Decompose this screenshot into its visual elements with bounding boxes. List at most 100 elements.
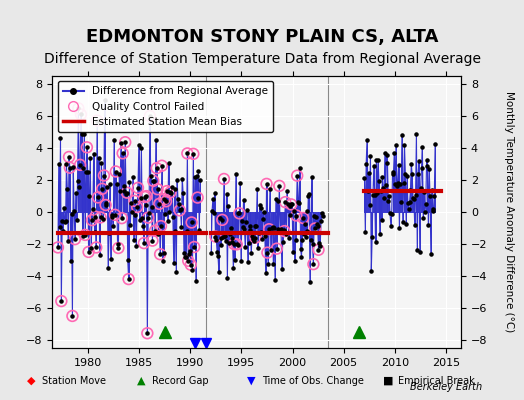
Point <box>122 191 130 197</box>
Point <box>181 254 189 260</box>
Point <box>250 222 259 229</box>
Point <box>192 278 200 284</box>
Point <box>427 251 435 257</box>
Point <box>131 212 139 218</box>
Point <box>314 247 323 253</box>
Point <box>372 239 380 245</box>
Point <box>421 209 429 216</box>
Point <box>88 217 96 223</box>
Point <box>285 234 293 241</box>
Point <box>249 238 258 244</box>
Point <box>422 201 430 207</box>
Point <box>232 170 240 177</box>
Point <box>83 168 92 175</box>
Point <box>249 236 257 242</box>
Point <box>215 268 223 275</box>
Point <box>124 276 133 282</box>
Point <box>129 174 137 180</box>
Point <box>306 279 314 285</box>
Point <box>157 223 165 229</box>
Text: Station Move: Station Move <box>42 376 106 386</box>
Point <box>242 219 250 226</box>
Point <box>212 237 221 243</box>
Point <box>57 298 66 304</box>
Point <box>154 231 162 238</box>
Point <box>104 265 112 272</box>
Point <box>84 249 93 255</box>
Point <box>292 212 301 219</box>
Point <box>188 219 196 226</box>
Point <box>118 150 127 156</box>
Point <box>162 198 170 204</box>
Point <box>381 150 389 156</box>
Point <box>395 225 403 231</box>
Point <box>69 164 78 170</box>
Point <box>383 160 391 166</box>
Point <box>222 191 231 198</box>
Point <box>214 253 222 260</box>
Point <box>136 195 145 202</box>
Point <box>297 246 305 252</box>
Point <box>91 213 100 220</box>
Point <box>246 222 255 229</box>
Point <box>411 192 420 199</box>
Point <box>166 189 174 196</box>
Point <box>95 252 104 258</box>
Point <box>126 222 135 228</box>
Point <box>263 250 271 256</box>
Point <box>233 210 242 217</box>
Point <box>218 217 226 223</box>
Point <box>145 210 153 216</box>
Point <box>109 223 117 229</box>
Point <box>56 224 64 230</box>
Point <box>127 200 135 206</box>
Point <box>120 182 128 189</box>
Point <box>81 232 90 238</box>
Point <box>190 244 199 250</box>
Point <box>143 330 151 336</box>
Point <box>136 216 144 223</box>
Point <box>151 228 159 234</box>
Point <box>124 276 133 282</box>
Point <box>230 241 238 247</box>
Point <box>227 239 236 245</box>
Point <box>270 225 278 231</box>
Text: EDMONTON STONY PLAIN CS, ALTA: EDMONTON STONY PLAIN CS, ALTA <box>86 28 438 46</box>
Point <box>108 212 117 218</box>
Point <box>229 265 237 271</box>
Point <box>79 233 87 239</box>
Point <box>87 245 95 251</box>
Point <box>54 244 62 251</box>
Point <box>107 214 116 220</box>
Point <box>177 206 185 212</box>
Point <box>279 227 288 233</box>
Point <box>132 243 140 249</box>
Text: ■: ■ <box>383 376 393 386</box>
Point <box>140 240 148 246</box>
Point <box>392 183 401 190</box>
Point <box>280 228 289 234</box>
Point <box>290 208 298 214</box>
Point <box>116 188 124 194</box>
Point <box>133 204 141 210</box>
Point <box>362 160 370 167</box>
Point <box>86 154 94 161</box>
Point <box>294 200 303 206</box>
Point <box>271 277 279 283</box>
Point <box>313 222 322 229</box>
Point <box>211 190 219 196</box>
Point <box>187 262 195 268</box>
Point <box>399 219 407 226</box>
Point <box>384 197 392 204</box>
Point <box>420 189 428 195</box>
Point <box>238 224 247 230</box>
Point <box>216 242 225 248</box>
Point <box>154 186 162 192</box>
Point <box>316 242 324 249</box>
Point <box>299 215 308 221</box>
Point <box>400 142 409 148</box>
Point <box>275 183 283 189</box>
Point <box>300 230 308 237</box>
Point <box>220 176 228 182</box>
Point <box>399 180 408 186</box>
